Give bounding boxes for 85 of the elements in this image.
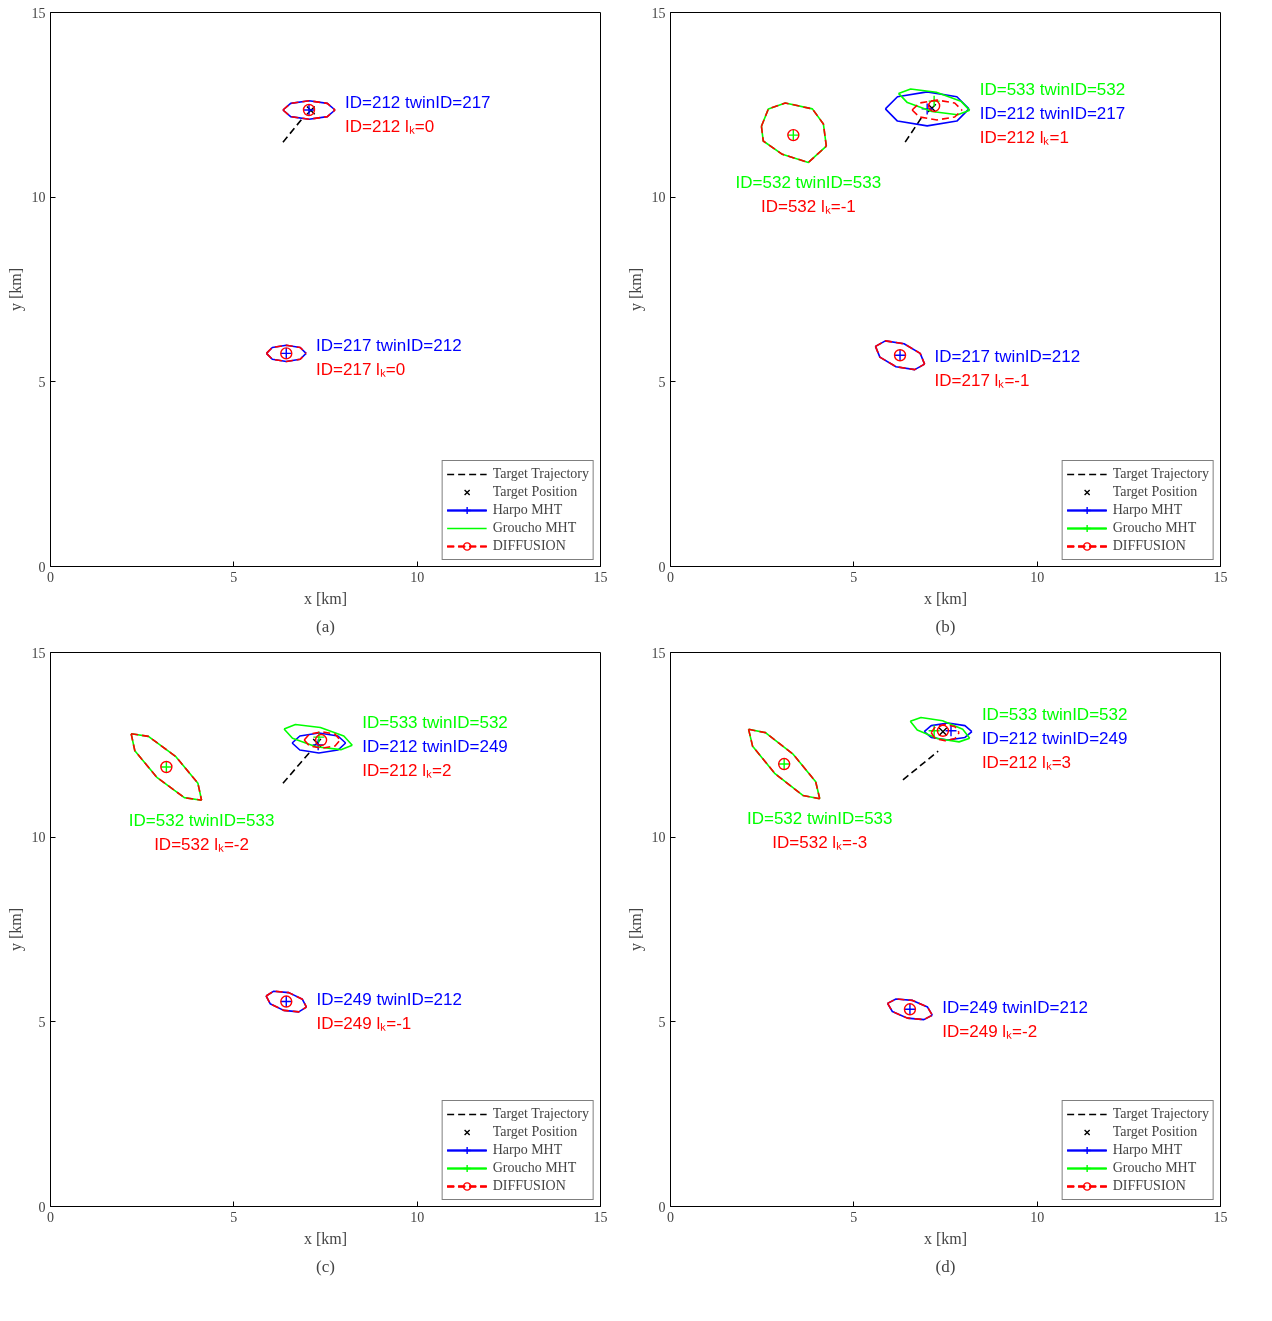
legend-label: Harpo MHT — [492, 1141, 563, 1159]
annotation: ID=212 twinID=249 — [981, 728, 1128, 748]
legend-label: Harpo MHT — [1112, 1141, 1183, 1159]
annotation: ID=212 lₖ=2 — [362, 761, 452, 781]
annotation: ID=249 twinID=212 — [942, 997, 1088, 1017]
legend-label: DIFFUSION — [492, 537, 566, 555]
x-axis-title: x [km] — [923, 589, 968, 607]
annotation: ID=249 twinID=212 — [316, 989, 462, 1009]
annotation: ID=217 lₖ=-1 — [934, 370, 1030, 390]
legend-label: Target Trajectory — [1112, 465, 1209, 483]
x-tick-label: 5 — [850, 569, 858, 585]
y-tick-label: 10 — [651, 190, 666, 206]
legend-label: Groucho MHT — [492, 1159, 577, 1177]
annotation: ID=533 twinID=532 — [362, 713, 508, 733]
annotation: ID=217 twinID=212 — [934, 346, 1081, 366]
legend-label: Target Trajectory — [1112, 1105, 1209, 1123]
legend-label: Target Position — [492, 1123, 578, 1141]
annotation: ID=212 lₖ=0 — [345, 116, 435, 136]
x-tick-label: 10 — [1030, 1209, 1045, 1225]
legend-label: Target Position — [1112, 1123, 1198, 1141]
legend-label: Target Trajectory — [492, 465, 589, 483]
y-tick-label: 5 — [658, 374, 666, 390]
x-tick-label: 15 — [593, 1209, 608, 1225]
annotation: ID=212 twinID=217 — [979, 104, 1126, 124]
y-axis-title: y [km] — [6, 267, 25, 312]
x-tick-label: 15 — [1213, 569, 1228, 585]
y-tick-label: 0 — [658, 559, 666, 575]
annotation: ID=533 twinID=532 — [981, 704, 1128, 724]
legend-label: Target Position — [492, 483, 578, 501]
legend-label: Groucho MHT — [492, 519, 577, 537]
x-tick-label: 15 — [593, 569, 608, 585]
annotation: ID=249 lₖ=-1 — [316, 1013, 412, 1033]
y-tick-label: 5 — [658, 1014, 666, 1030]
y-tick-label: 5 — [38, 374, 46, 390]
y-axis-title: y [km] — [626, 907, 645, 952]
x-axis-title: x [km] — [303, 589, 348, 607]
x-tick-label: 10 — [410, 569, 425, 585]
legend-label: Target Position — [1112, 483, 1198, 501]
x-tick-label: 5 — [230, 569, 238, 585]
y-tick-label: 0 — [38, 1199, 46, 1215]
x-tick-label: 5 — [230, 1209, 238, 1225]
x-tick-label: 5 — [850, 1209, 858, 1225]
y-tick-label: 0 — [658, 1199, 666, 1215]
y-tick-label: 10 — [31, 830, 46, 846]
text: (d) — [935, 1256, 956, 1276]
legend-label: Harpo MHT — [1112, 501, 1183, 519]
x-axis-title: x [km] — [923, 1229, 968, 1247]
legend-label: Groucho MHT — [1112, 1159, 1197, 1177]
annotation: ID=532 lₖ=-1 — [760, 196, 856, 216]
x-tick-label: 10 — [410, 1209, 425, 1225]
annotation: ID=217 lₖ=0 — [316, 359, 406, 379]
y-axis-title: y [km] — [626, 267, 645, 312]
annotation: ID=533 twinID=532 — [979, 80, 1126, 100]
y-tick-label: 0 — [38, 559, 46, 575]
legend-label: Harpo MHT — [492, 501, 563, 519]
text: (a) — [316, 616, 335, 636]
x-tick-label: 15 — [1213, 1209, 1228, 1225]
legend-label: DIFFUSION — [492, 1177, 566, 1195]
x-axis-title: x [km] — [303, 1229, 348, 1247]
text: (c) — [316, 1256, 335, 1276]
annotation: ID=532 twinID=533 — [746, 809, 893, 829]
annotation: ID=532 twinID=533 — [128, 810, 275, 830]
annotation: ID=212 twinID=249 — [362, 737, 508, 757]
y-axis-title: y [km] — [6, 907, 25, 952]
annotation: ID=217 twinID=212 — [316, 335, 462, 355]
annotation: ID=212 twinID=217 — [345, 92, 491, 112]
y-tick-label: 15 — [31, 645, 46, 661]
x-tick-label: 10 — [1030, 569, 1045, 585]
annotation: ID=532 lₖ=-3 — [772, 833, 868, 853]
legend-label: DIFFUSION — [1112, 537, 1186, 555]
annotation: ID=212 lₖ=1 — [979, 128, 1069, 148]
y-tick-label: 15 — [651, 645, 666, 661]
y-tick-label: 5 — [38, 1014, 46, 1030]
text: (b) — [935, 616, 956, 636]
annotation: ID=532 lₖ=-2 — [154, 834, 249, 854]
y-tick-label: 10 — [31, 190, 46, 206]
y-tick-label: 15 — [651, 5, 666, 21]
legend-label: Target Trajectory — [492, 1105, 589, 1123]
annotation: ID=212 lₖ=3 — [981, 752, 1072, 772]
y-tick-label: 10 — [651, 830, 666, 846]
annotation: ID=249 lₖ=-2 — [942, 1021, 1038, 1041]
legend-label: Groucho MHT — [1112, 519, 1197, 537]
annotation: ID=532 twinID=533 — [735, 172, 882, 192]
y-tick-label: 15 — [31, 5, 46, 21]
legend-label: DIFFUSION — [1112, 1177, 1186, 1195]
